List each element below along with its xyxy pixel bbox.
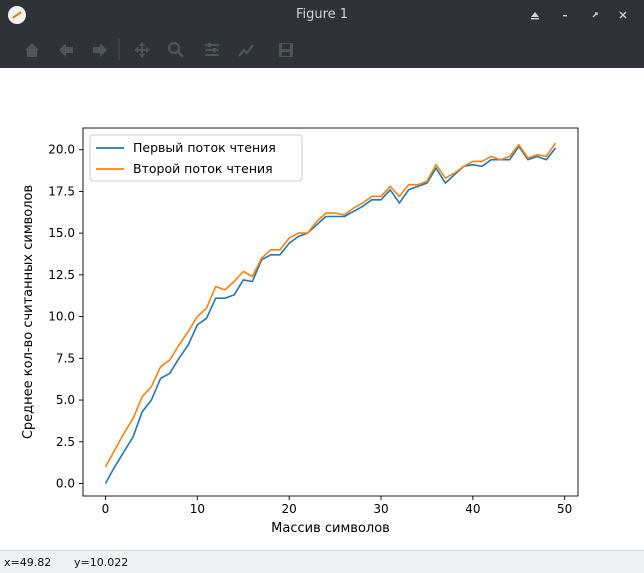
status-bar: x=49.82 y=10.022 [0, 550, 644, 573]
x-tick-label: 30 [373, 502, 388, 516]
triangle-up-icon [531, 12, 539, 20]
save-icon [279, 43, 293, 57]
y-tick-label: 17.5 [48, 184, 75, 198]
x-tick-label: 20 [282, 502, 297, 516]
series-line-1 [104, 145, 557, 484]
app-icon [8, 6, 26, 24]
maximize-button[interactable] [586, 6, 604, 24]
y-tick-label: 10.0 [48, 310, 75, 324]
x-tick-label: 10 [190, 502, 205, 516]
y-tick-label: 5.0 [56, 393, 75, 407]
subplots-button[interactable] [202, 40, 222, 60]
y-tick-label: 7.5 [56, 351, 75, 365]
cursor-y-readout: y=10.022 [74, 556, 129, 569]
forward-arrow-icon [93, 43, 107, 57]
x-tick-label: 40 [465, 502, 480, 516]
shade-button[interactable] [526, 6, 544, 24]
y-tick-label: 2.5 [56, 435, 75, 449]
forward-button[interactable] [90, 40, 110, 60]
subplots-icon [205, 43, 219, 56]
minimize-button[interactable] [556, 6, 574, 24]
back-button[interactable] [56, 40, 76, 60]
home-icon [25, 43, 39, 57]
home-button[interactable] [22, 40, 42, 60]
toolbar-separator [118, 38, 120, 60]
save-button[interactable] [276, 40, 296, 60]
edit-axes-button[interactable] [236, 40, 256, 60]
close-icon [619, 11, 627, 19]
y-tick-label: 12.5 [48, 268, 75, 282]
pan-button[interactable] [132, 40, 152, 60]
legend-label-2: Второй поток чтения [133, 161, 273, 176]
window-title: Figure 1 [295, 7, 349, 22]
back-arrow-icon [59, 43, 73, 57]
figure-canvas[interactable]: 0 10 20 30 40 50 0.0 2.5 5.0 7.5 10.0 12.5 15.0 17.5 2… [0, 68, 644, 550]
y-tick-label: 0.0 [56, 476, 75, 490]
toolbar [0, 30, 644, 68]
legend-label-1: Первый поток чтения [133, 140, 276, 155]
x-axis-label: Массив символов [271, 521, 390, 536]
minimize-icon [563, 15, 567, 17]
pan-icon [134, 42, 150, 58]
edit-axes-icon [238, 44, 254, 57]
zoom-icon [167, 41, 184, 58]
x-tick-label: 0 [102, 502, 110, 516]
plot-frame [82, 127, 579, 497]
series-line-2 [104, 142, 557, 468]
zoom-button[interactable] [166, 40, 186, 60]
x-tick-label: 50 [557, 502, 572, 516]
title-bar: Figure 1 [0, 0, 644, 30]
line-chart: 0 10 20 30 40 50 0.0 2.5 5.0 7.5 10.0 12.5 15.0 17.5 2… [21, 127, 579, 536]
y-tick-label: 20.0 [48, 143, 75, 157]
cursor-x-readout: x=49.82 [4, 556, 52, 569]
y-axis-label: Среднее кол-во считанных символов [21, 185, 36, 439]
maximize-icon [592, 12, 598, 18]
legend-box [89, 134, 303, 182]
close-button[interactable] [614, 6, 632, 24]
y-tick-label: 15.0 [48, 226, 75, 240]
